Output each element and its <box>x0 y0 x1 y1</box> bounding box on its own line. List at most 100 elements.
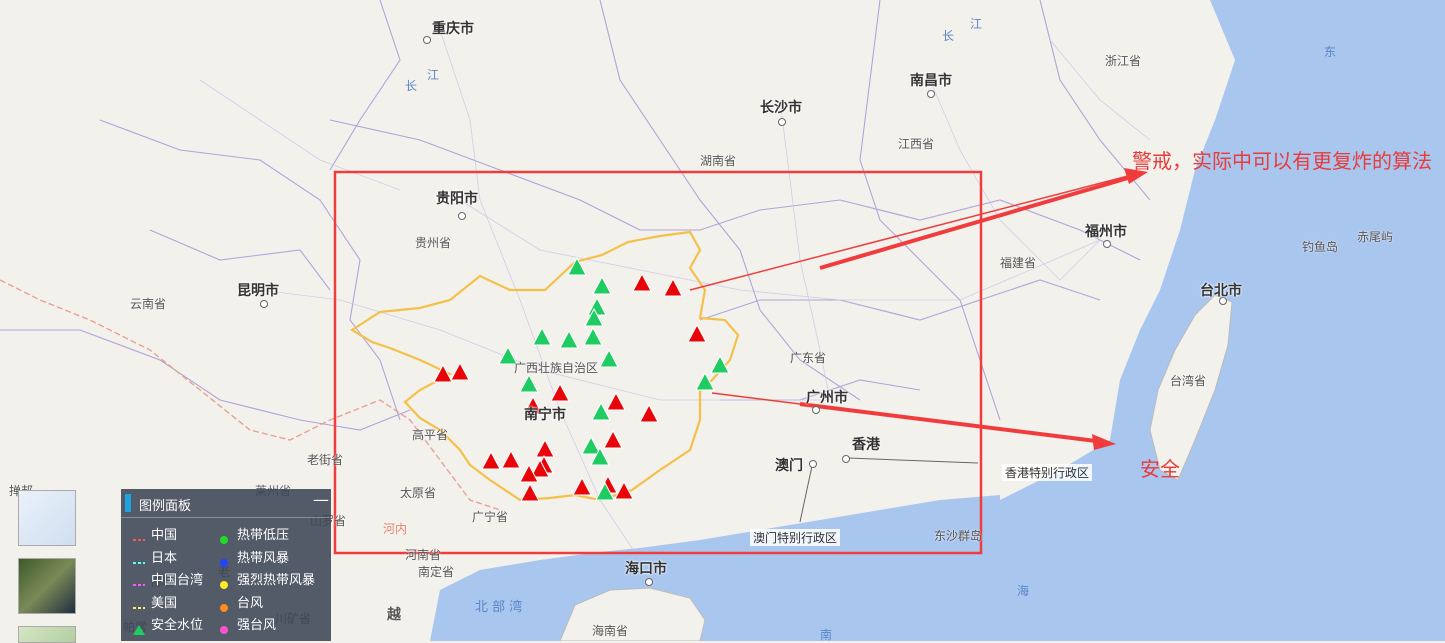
warning-station-marker[interactable] <box>523 395 543 415</box>
legend-symbol-icon <box>219 599 231 612</box>
legend-item-label: 安全水位 <box>151 618 204 633</box>
warning-station-marker[interactable] <box>639 403 659 423</box>
safe-station-marker[interactable] <box>532 326 552 346</box>
legend-minimize-button[interactable]: — <box>313 490 329 509</box>
warning-station-marker[interactable] <box>535 438 555 458</box>
province-label: 贵州省 <box>415 236 452 250</box>
warning-station-marker[interactable] <box>550 382 570 402</box>
warning-station-marker[interactable] <box>433 363 453 383</box>
legend-item-label: 中国 <box>151 528 178 543</box>
legend-item: 强烈热带风暴 <box>219 570 315 593</box>
legend-symbol-icon <box>133 554 145 564</box>
legend-item-label: 中国台湾 <box>151 573 204 588</box>
province-label: 赤尾屿 <box>1357 230 1394 244</box>
province-label: 海南省 <box>592 624 629 638</box>
legend-column-right: 热带低压热带风暴强烈热带风暴台风强台风 <box>219 525 315 638</box>
province-label: 广东省 <box>790 351 827 365</box>
safe-station-marker[interactable] <box>559 329 579 349</box>
city-label: 重庆市 <box>432 21 474 37</box>
water-label: 长 <box>942 29 955 43</box>
guangzhou-dot <box>812 406 820 414</box>
warning-station-marker[interactable] <box>481 450 501 470</box>
safe-station-marker[interactable] <box>498 345 518 365</box>
warning-station-marker[interactable] <box>632 272 652 292</box>
legend-item-label: 热带风暴 <box>237 550 290 566</box>
warning-station-marker[interactable] <box>603 429 623 449</box>
legend-symbol-icon <box>133 599 145 609</box>
warning-station-marker[interactable] <box>572 476 592 496</box>
province-label: 河内 <box>383 522 408 536</box>
province-label: 福建省 <box>1000 256 1037 270</box>
legend-item-label: 日本 <box>151 550 178 566</box>
map-type-thumbnail-terrain[interactable] <box>18 626 76 643</box>
safe-station-marker[interactable] <box>590 446 610 466</box>
legend-symbol-icon <box>219 576 231 589</box>
safe-station-marker[interactable] <box>567 256 587 276</box>
warning-station-marker[interactable] <box>663 277 683 297</box>
safe-station-marker[interactable] <box>581 435 601 455</box>
warning-station-marker[interactable] <box>501 449 521 469</box>
warning-station-marker[interactable] <box>614 480 634 500</box>
safe-station-marker[interactable] <box>583 326 603 346</box>
safe-station-marker[interactable] <box>519 373 539 393</box>
warning-station-marker[interactable] <box>520 482 540 502</box>
safe-station-marker[interactable] <box>595 481 615 501</box>
safe-station-marker[interactable] <box>592 275 612 295</box>
safe-station-marker[interactable] <box>599 348 619 368</box>
legend-item: 日本 <box>133 548 203 571</box>
city-label: 南宁市 <box>524 407 566 423</box>
warning-station-marker[interactable] <box>450 361 470 381</box>
warning-station-marker[interactable] <box>530 458 550 478</box>
water-label: 海 <box>1017 584 1030 598</box>
map-type-thumbnail-satellite[interactable] <box>18 558 76 614</box>
macau-leader-line <box>799 465 813 523</box>
province-label: 云南省 <box>130 297 167 311</box>
legend-item: 中国 <box>133 525 203 548</box>
map-type-thumbnail-vector[interactable] <box>18 490 76 546</box>
safe-station-marker[interactable] <box>710 354 730 374</box>
province-label: 广宁省 <box>472 510 509 524</box>
warning-station-marker[interactable] <box>606 391 626 411</box>
legend-item: 强台风 <box>219 615 315 638</box>
city-label: 昆明市 <box>237 283 279 299</box>
water-label: 北 部 湾 <box>475 600 523 615</box>
water-label: 东 <box>1324 45 1337 59</box>
water-label: 江 <box>427 68 440 82</box>
taipei-dot <box>1219 297 1227 305</box>
hainan-island <box>559 587 706 641</box>
hongkong-sar-label: 香港特别行政区 <box>1002 464 1093 481</box>
changsha-dot <box>778 118 786 126</box>
legend-column-left: 中国 日本 中国台湾 美国 安全水位 <box>133 525 203 638</box>
legend-item: 热带风暴 <box>219 548 315 571</box>
legend-item-label: 强烈热带风暴 <box>237 573 316 588</box>
legend-symbol-icon <box>133 621 145 635</box>
legend-header: 图例面板 — <box>121 489 331 518</box>
legend-item: 热带低压 <box>219 525 315 548</box>
safe-station-marker[interactable] <box>584 307 604 327</box>
warning-station-marker[interactable] <box>687 323 707 343</box>
province-label: 东沙群岛 <box>934 529 983 543</box>
legend-item: 台风 <box>219 593 315 616</box>
guiyang-dot <box>458 212 466 220</box>
nanchang-dot <box>927 90 935 98</box>
city-label: 贵阳市 <box>436 191 478 207</box>
water-label: 长 <box>405 79 418 93</box>
warning-station-marker[interactable] <box>519 463 539 483</box>
safe-station-marker[interactable] <box>591 401 611 421</box>
city-label: 香港 <box>852 437 880 453</box>
legend-symbol-icon <box>133 531 145 541</box>
haikou-dot <box>645 578 653 586</box>
province-label: 浙江省 <box>1105 54 1142 68</box>
warning-arrow <box>689 168 1148 291</box>
safe-station-marker[interactable] <box>695 371 715 391</box>
water-label: 南 <box>820 628 833 642</box>
province-label: 高平省 <box>412 428 449 442</box>
province-label: 太原省 <box>400 486 437 500</box>
province-label: 钓鱼岛 <box>1302 240 1339 254</box>
city-label: 台北市 <box>1200 283 1242 299</box>
legend-accent-bar <box>125 494 131 512</box>
legend-item-label: 强台风 <box>237 618 277 633</box>
safe-station-marker[interactable] <box>587 296 607 316</box>
city-label: 南昌市 <box>910 73 952 89</box>
